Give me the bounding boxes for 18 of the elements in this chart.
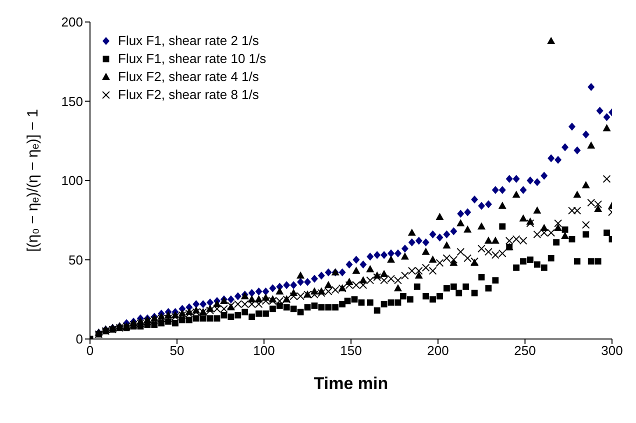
legend-label: Flux F1, shear rate 10 1/s (118, 50, 266, 68)
y-tick-label: 150 (61, 94, 83, 109)
x-tick-label: 0 (86, 343, 94, 358)
y-tick-label: 100 (61, 173, 83, 188)
y-tick-label: 0 (76, 332, 83, 347)
x-tick-label: 150 (340, 343, 362, 358)
x-tick-label: 250 (514, 343, 536, 358)
legend-label: Flux F2, shear rate 8 1/s (118, 86, 259, 104)
x-axis-title: Time min (314, 374, 388, 393)
x-tick-label: 100 (253, 343, 275, 358)
y-axis-title: [(η₀ − ηₑ)/(η − ηₑ)] − 1 (24, 109, 42, 252)
x-tick-label: 300 (601, 343, 623, 358)
x-tick-label: 50 (170, 343, 184, 358)
legend-label: Flux F1, shear rate 2 1/s (118, 32, 259, 50)
y-tick-label: 50 (68, 252, 83, 268)
legend-label: Flux F2, shear rate 4 1/s (118, 68, 259, 86)
y-tick-label: 200 (61, 14, 83, 30)
x-tick-label: 200 (427, 343, 449, 358)
